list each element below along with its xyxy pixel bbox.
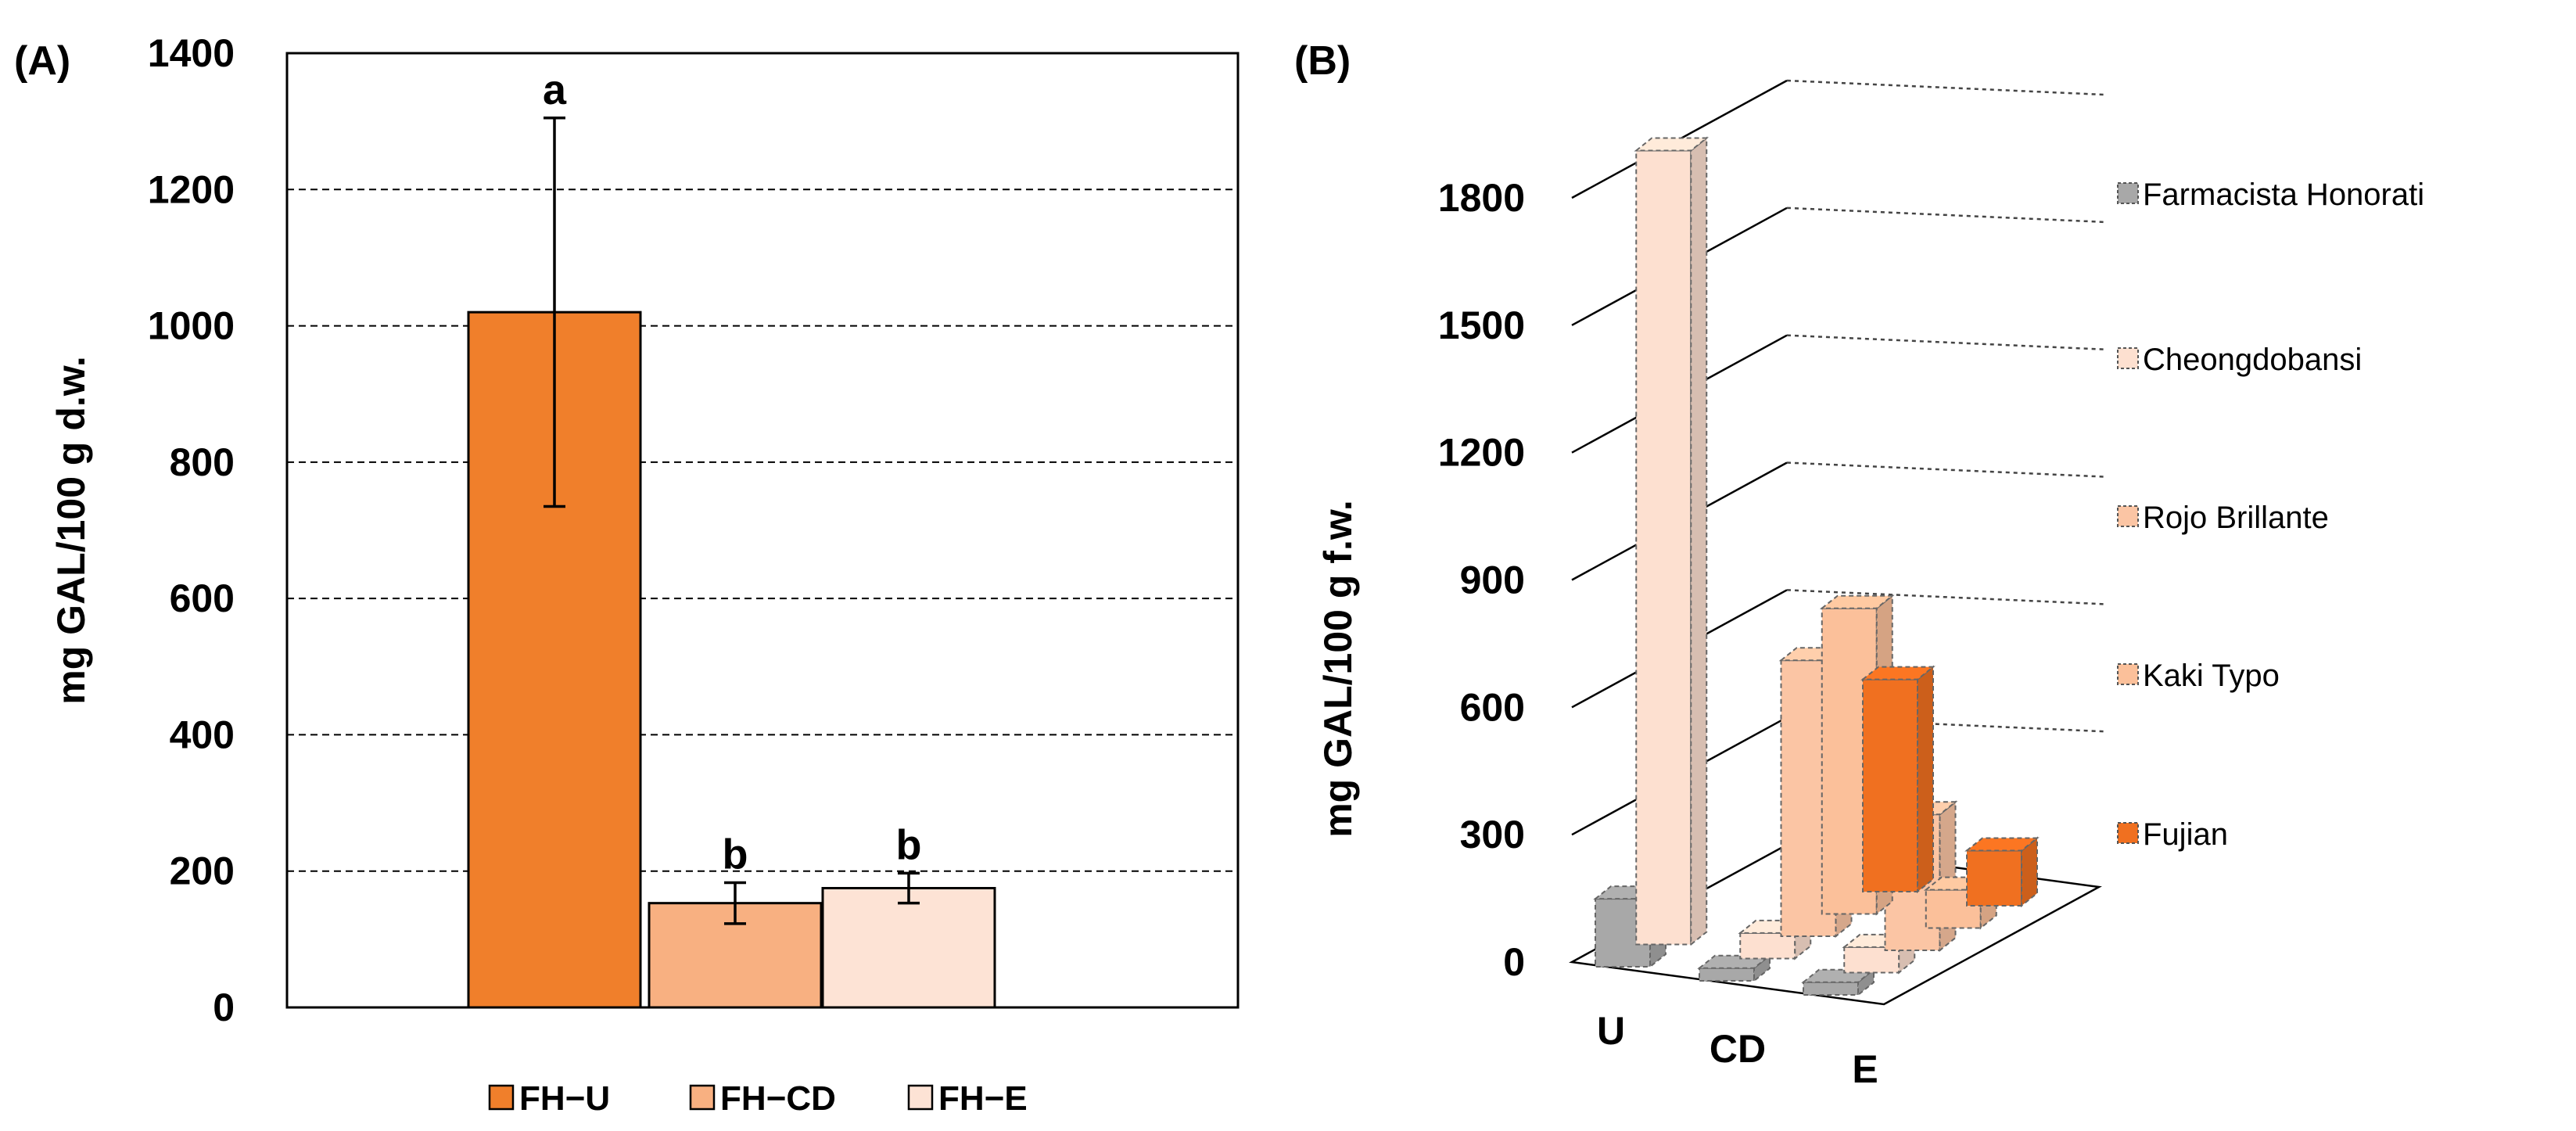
panel-a-y-tick-labels: 0 200 400 600 800 1000 1200 1400: [148, 31, 235, 1029]
panel-b-bar-side: [1857, 968, 1875, 997]
panel-b-legend-swatch: [2117, 663, 2139, 685]
panel-b-legend-swatch: [2117, 505, 2139, 527]
panel-b-legend-swatch: [2117, 347, 2139, 369]
panel-a-significance-letter: b: [896, 821, 922, 868]
panel-b-bar-top: [1634, 137, 1710, 152]
panel-b-dotted-gridline: [1786, 206, 2104, 224]
panel-a-y-tick-label: 800: [170, 440, 235, 484]
panel-a-y-tick-label: 1400: [148, 31, 235, 75]
panel-b-bar-side: [1917, 665, 1934, 894]
panel-a-bars: a b b: [467, 66, 996, 1009]
panel-a-legend-label: FH−CD: [720, 1079, 836, 1118]
panel-a-y-tick-label: 1200: [148, 167, 235, 211]
panel-b-y-tick-label: 1200: [1438, 431, 1525, 475]
panel-a-y-tick-label: 1000: [148, 304, 235, 348]
panel-a-bar: [821, 887, 996, 1009]
panel-b-bar-front: [1862, 678, 1918, 892]
panel-a: (A) 0 200 400 600 800 1000 1200 1400 mg GAL/100…: [14, 31, 1240, 1118]
panel-b-y-tick-label: 0: [1503, 940, 1525, 984]
panel-a-plot-frame: [285, 52, 1240, 1009]
panel-b-bars: [1593, 136, 2040, 997]
panel-b-category-label: E: [1852, 1047, 1878, 1091]
panel-b-legend-label: Kaki Typo: [2143, 659, 2280, 693]
panel-a-significance-letter: b: [723, 831, 748, 878]
panel-b-dotted-gridline: [1786, 589, 2104, 605]
panel-b-legend-swatch: [2117, 822, 2139, 844]
panel-a-y-tick-label: 400: [170, 713, 235, 756]
panel-b-category-labels: U CD E: [1597, 1009, 1878, 1091]
panel-b-legend-label: Fujian: [2143, 817, 2228, 852]
panel-b-label: (B): [1294, 38, 1351, 84]
panel-a-legend-label: FH−U: [519, 1079, 610, 1118]
panel-b-bar-front: [1966, 849, 2022, 907]
panel-a-y-axis-label: mg GAL/100 g d.w.: [49, 356, 93, 704]
panel-b-y-tick-label: 1500: [1438, 303, 1525, 347]
panel-b-y-tick-label: 900: [1460, 558, 1525, 602]
panel-b-bar-side: [1753, 953, 1771, 983]
panel-b-legend-label: Farmacista Honorati: [2143, 178, 2424, 212]
panel-a-legend-swatch: [689, 1084, 716, 1111]
panel-b-floor-outline: [1569, 843, 2102, 1006]
panel-b-bar-top: [1860, 666, 1936, 680]
panel-b-bar-top: [1964, 837, 2040, 852]
panel-b-dotted-gridline: [1786, 334, 2104, 350]
panel-b-dotted-gridline: [1786, 461, 2104, 478]
panel-b-bar-side: [2021, 836, 2038, 908]
panel-a-legend-label: FH−E: [938, 1079, 1028, 1118]
panel-a-y-tick-label: 200: [170, 849, 235, 893]
panel-b-dotted-gridline: [1786, 716, 2104, 733]
panel-b-bar-front: [1843, 946, 1900, 974]
panel-b-bar-front: [1803, 981, 1859, 996]
panel-b-y-axis-label: mg GAL/100 g f.w.: [1316, 500, 1360, 838]
panel-b-category-label: CD: [1710, 1027, 1766, 1071]
panel-b-category-label: U: [1597, 1009, 1625, 1053]
panel-a-label: (A): [14, 38, 70, 84]
panel-b-floor: [1569, 843, 2102, 1006]
panel-a-legend-swatch: [907, 1084, 934, 1111]
panel-b-bar-top: [1819, 594, 1895, 609]
panel-b-y-tick-labels: 0 300 600 900 1200 1500 1800: [1438, 176, 1525, 984]
panel-b-bar-front: [1635, 149, 1692, 946]
panel-b-legend: Farmacista Honorati Cheongdobansi Rojo Bri…: [2117, 178, 2424, 852]
panel-b-y-tick-label: 600: [1460, 685, 1525, 729]
panel-a-legend-swatch: [488, 1084, 515, 1111]
panel-b-y-tick-label: 1800: [1438, 176, 1525, 220]
panel-b-y-tick-label: 300: [1460, 813, 1525, 856]
panel-b-bar-side: [1690, 136, 1708, 946]
panel-b-dotted-gridline: [1786, 79, 2104, 96]
panel-a-y-tick-label: 600: [170, 576, 235, 620]
panel-a-gridlines: [287, 188, 1238, 872]
panel-a-significance-letter: a: [543, 66, 567, 113]
panel-b-legend-label: Cheongdobansi: [2143, 343, 2362, 377]
panel-b-legend-label: Rojo Brillante: [2143, 501, 2329, 535]
panel-b-legend-swatch: [2117, 182, 2139, 204]
panel-b-bar-front: [1699, 967, 1755, 982]
panel-a-legend: FH−U FH−CD FH−E: [488, 1079, 1028, 1118]
panel-a-y-tick-label: 0: [213, 986, 235, 1029]
panel-b: (B) 0 300 600 900 1200 1500 1800 mg GAL/100 g …: [1294, 38, 2424, 1091]
